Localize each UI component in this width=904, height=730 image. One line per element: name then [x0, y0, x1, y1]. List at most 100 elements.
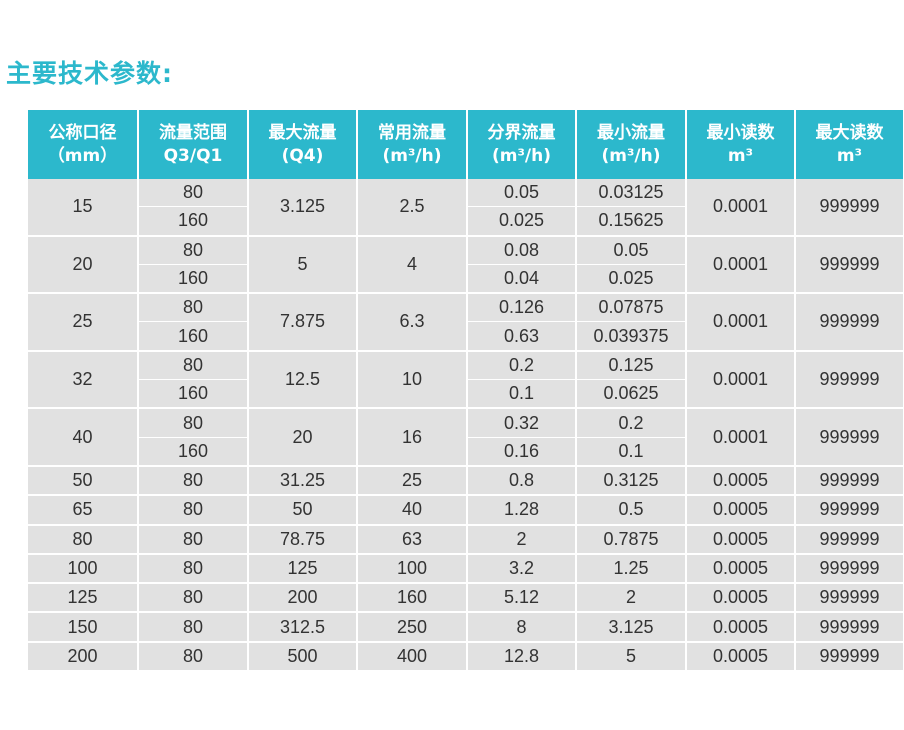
cell-min-reading: 0.0001: [685, 234, 795, 294]
cell-transition-flow: 0.63: [466, 321, 576, 352]
table-row: 160 0.04 0.025: [28, 263, 903, 294]
cell-nominal-diameter: 150: [28, 611, 138, 643]
cell-nominal-flow: 250: [356, 611, 467, 643]
table-row: 50 80 31.25 25 0.8 0.3125 0.0005 999999: [28, 464, 903, 496]
cell-min-reading: 0.0005: [685, 552, 795, 584]
cell-min-flow: 0.5: [575, 494, 686, 526]
cell-max-flow: 20: [247, 407, 357, 467]
table-row: 80 80 78.75 63 2 0.7875 0.0005 999999: [28, 523, 903, 555]
cell-max-flow: 312.5: [247, 611, 357, 643]
cell-min-reading: 0.0001: [685, 349, 795, 409]
cell-nominal-flow: 4: [356, 234, 467, 294]
cell-flow-range: 80: [137, 349, 248, 381]
cell-min-flow: 0.039375: [575, 321, 686, 352]
table-row: 125 80 200 160 5.12 2 0.0005 999999: [28, 582, 903, 613]
cell-nominal-flow: 2.5: [356, 179, 467, 237]
cell-flow-range: 80: [137, 179, 248, 208]
header-nominal-diameter: 公称口径 （mm）: [28, 110, 138, 179]
cell-transition-flow: 8: [466, 611, 576, 643]
table-row: 150 80 312.5 250 8 3.125 0.0005 999999: [28, 611, 903, 643]
cell-max-reading: 999999: [794, 234, 903, 294]
cell-transition-flow: 12.8: [466, 640, 576, 672]
header-min-reading: 最小读数 m³: [685, 110, 795, 179]
table-row: 32 80 12.5 10 0.2 0.125 0.0001 999999: [28, 349, 903, 409]
cell-transition-flow: 0.025: [466, 206, 576, 237]
cell-transition-flow: 0.04: [466, 263, 576, 294]
cell-max-reading: 999999: [794, 179, 903, 237]
header-transition-flow: 分界流量 (m³/h): [466, 110, 576, 179]
cell-flow-range: 160: [137, 263, 248, 294]
cell-min-flow: 0.125: [575, 349, 686, 381]
header-nominal-flow: 常用流量 (m³/h): [356, 110, 467, 179]
cell-nominal-flow: 63: [356, 523, 467, 555]
cell-max-flow: 5: [247, 234, 357, 294]
cell-flow-range: 80: [137, 611, 248, 643]
cell-transition-flow: 0.1: [466, 379, 576, 409]
cell-min-flow: 0.3125: [575, 464, 686, 496]
table-row: 15 80 3.125 2.5 0.05 0.03125 0.0001 999999: [28, 179, 903, 237]
cell-max-reading: 999999: [794, 552, 903, 584]
cell-max-reading: 999999: [794, 640, 903, 672]
table-body: 15 80 3.125 2.5 0.05 0.03125 0.0001 999999 160 0.…: [28, 179, 903, 672]
cell-max-reading: 999999: [794, 494, 903, 526]
cell-max-flow: 31.25: [247, 464, 357, 496]
cell-nominal-flow: 40: [356, 494, 467, 526]
cell-min-reading: 0.0005: [685, 523, 795, 555]
cell-min-reading: 0.0005: [685, 640, 795, 672]
cell-transition-flow: 0.08: [466, 234, 576, 265]
cell-max-reading: 999999: [794, 349, 903, 409]
cell-flow-range: 80: [137, 640, 248, 672]
cell-transition-flow: 3.2: [466, 552, 576, 584]
header-min-flow: 最小流量 (m³/h): [575, 110, 686, 179]
cell-nominal-flow: 160: [356, 582, 467, 613]
cell-nominal-flow: 6.3: [356, 292, 467, 352]
table-row: 100 80 125 100 3.2 1.25 0.0005 999999: [28, 552, 903, 584]
cell-nominal-diameter: 50: [28, 464, 138, 496]
cell-flow-range: 160: [137, 321, 248, 352]
cell-max-flow: 50: [247, 494, 357, 526]
cell-nominal-diameter: 80: [28, 523, 138, 555]
cell-nominal-diameter: 20: [28, 234, 138, 294]
cell-transition-flow: 0.32: [466, 407, 576, 438]
cell-flow-range: 160: [137, 206, 248, 237]
cell-min-flow: 3.125: [575, 611, 686, 643]
cell-max-flow: 78.75: [247, 523, 357, 555]
cell-nominal-diameter: 100: [28, 552, 138, 584]
cell-nominal-diameter: 25: [28, 292, 138, 352]
table-row: 160 0.1 0.0625: [28, 379, 903, 409]
cell-min-flow: 5: [575, 640, 686, 672]
cell-flow-range: 160: [137, 379, 248, 409]
cell-max-flow: 200: [247, 582, 357, 613]
cell-max-reading: 999999: [794, 292, 903, 352]
cell-nominal-diameter: 65: [28, 494, 138, 526]
cell-max-flow: 125: [247, 552, 357, 584]
cell-transition-flow: 2: [466, 523, 576, 555]
cell-flow-range: 80: [137, 494, 248, 526]
cell-min-flow: 2: [575, 582, 686, 613]
cell-flow-range: 80: [137, 464, 248, 496]
cell-transition-flow: 0.126: [466, 292, 576, 323]
cell-min-flow: 0.0625: [575, 379, 686, 409]
header-max-flow: 最大流量 (Q4): [247, 110, 357, 179]
table-row: 25 80 7.875 6.3 0.126 0.07875 0.0001 999999: [28, 292, 903, 352]
cell-max-flow: 500: [247, 640, 357, 672]
cell-min-flow: 0.2: [575, 407, 686, 438]
cell-max-reading: 999999: [794, 523, 903, 555]
cell-flow-range: 80: [137, 234, 248, 265]
cell-flow-range: 80: [137, 552, 248, 584]
cell-max-flow: 12.5: [247, 349, 357, 409]
cell-transition-flow: 5.12: [466, 582, 576, 613]
table-row: 160 0.63 0.039375: [28, 321, 903, 352]
specs-table: 公称口径 （mm） 流量范围 Q3/Q1 最大流量 (Q4) 常用流量 (m³/h) 分…: [28, 110, 903, 672]
cell-nominal-flow: 25: [356, 464, 467, 496]
cell-min-flow: 0.05: [575, 234, 686, 265]
cell-nominal-diameter: 200: [28, 640, 138, 672]
cell-max-reading: 999999: [794, 611, 903, 643]
table-row: 20 80 5 4 0.08 0.05 0.0001 999999: [28, 234, 903, 294]
cell-max-reading: 999999: [794, 464, 903, 496]
cell-nominal-flow: 10: [356, 349, 467, 409]
cell-min-flow: 0.03125: [575, 179, 686, 208]
cell-nominal-flow: 100: [356, 552, 467, 584]
cell-flow-range: 80: [137, 523, 248, 555]
header-max-reading: 最大读数 m³: [794, 110, 903, 179]
